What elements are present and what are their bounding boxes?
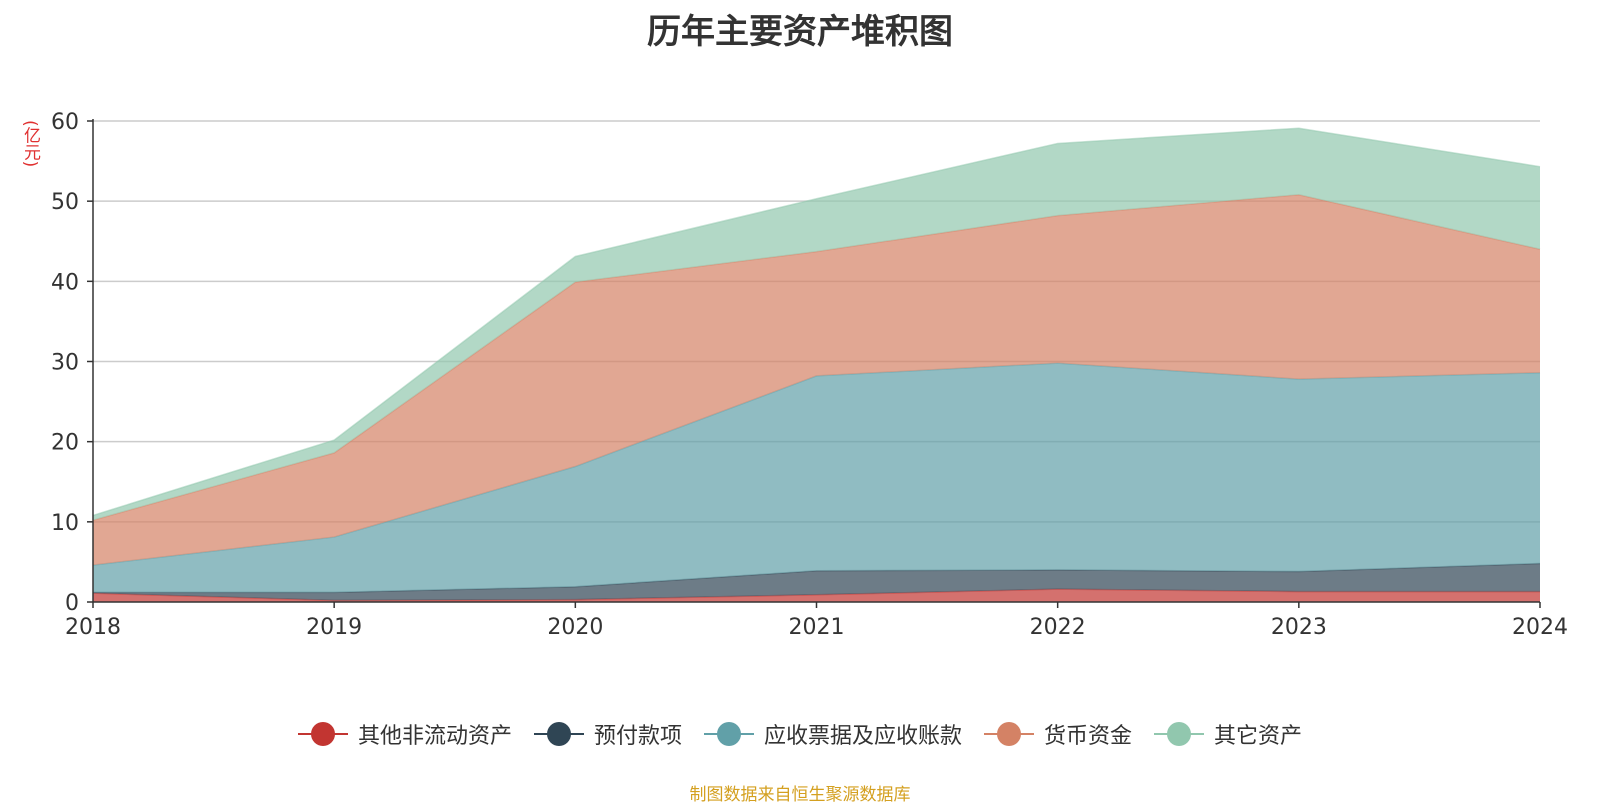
legend-label: 应收票据及应收账款 [763, 724, 962, 749]
legend-marker-icon [297, 722, 348, 746]
y-tick-label: 0 [65, 591, 79, 616]
x-tick-label: 2018 [65, 615, 121, 640]
y-axis-unit-label: (亿元) [20, 120, 40, 168]
legend-marker-icon [1154, 722, 1205, 746]
legend-label: 其它资产 [1214, 724, 1303, 749]
y-tick-label: 40 [51, 270, 79, 295]
x-tick-label: 2024 [1512, 615, 1568, 640]
legend-item[interactable]: 其它资产 [1154, 718, 1302, 750]
legend-label: 货币资金 [1044, 724, 1133, 749]
y-tick-label: 50 [51, 190, 79, 215]
y-tick-label: 10 [51, 511, 79, 536]
legend-label: 其他非流动资产 [357, 724, 512, 749]
area-其它资产 [93, 128, 1540, 521]
legend-item[interactable]: 预付款项 [533, 718, 682, 750]
x-tick-label: 2021 [789, 615, 845, 640]
data-source-note: 制图数据来自恒生聚源数据库 [689, 785, 911, 805]
y-tick-label: 60 [51, 110, 79, 135]
x-tick-label: 2019 [306, 615, 362, 640]
legend-item[interactable]: 应收票据及应收账款 [703, 718, 962, 750]
area-货币资金 [93, 194, 1540, 566]
legend-label: 预付款项 [593, 724, 682, 749]
x-tick-label: 2020 [547, 615, 603, 640]
legend: 其他非流动资产 预付款项 应收票据及应收账款 货币资金 其它资产 [0, 718, 1600, 750]
area-应收票据及应收账款 [93, 363, 1540, 593]
legend-marker-icon [984, 722, 1034, 746]
legend-marker-icon [533, 722, 584, 746]
area-其他非流动资产 [93, 589, 1540, 602]
axes: 0 10 20 30 40 50 60 2018 2019 2020 2021 2022 2023 202… [51, 110, 1568, 640]
x-tick-label: 2022 [1030, 615, 1086, 640]
series-line-其它资产 [92, 127, 1541, 517]
area-预付款项 [93, 563, 1540, 601]
chart-title: 历年主要资产堆积图 [647, 12, 953, 52]
legend-item[interactable]: 其他非流动资产 [297, 718, 512, 750]
stacked-area-chart: 0 10 20 30 40 50 60 2018 2019 2020 2021 2022 2023 202… [51, 110, 1568, 640]
area-series [92, 127, 1541, 602]
legend-item[interactable]: 货币资金 [984, 718, 1132, 750]
legend-marker-icon [703, 722, 754, 746]
y-tick-label: 20 [51, 431, 79, 456]
y-tick-label: 30 [51, 351, 79, 376]
x-tick-label: 2023 [1271, 615, 1327, 640]
